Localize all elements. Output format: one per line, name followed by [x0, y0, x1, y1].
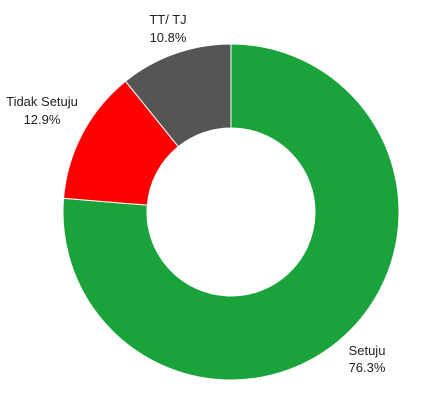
slice-category-label: TT/ TJ: [149, 12, 186, 27]
slice-value-label: 76.3%: [349, 360, 386, 375]
slice-category-label: Setuju: [349, 343, 386, 358]
slice-value-label: 10.8%: [150, 30, 187, 45]
slice-category-label: Tidak Setuju: [6, 94, 78, 109]
labels-layer: Setuju 76.3% Tidak Setuju 12.9% TT/ TJ 10.8%: [6, 12, 386, 375]
slices-layer: [62, 43, 400, 381]
slice-value-label: 12.9%: [24, 112, 61, 127]
donut-slice-setuju: [62, 43, 400, 381]
donut-slice-tt-tj: [124, 43, 232, 148]
